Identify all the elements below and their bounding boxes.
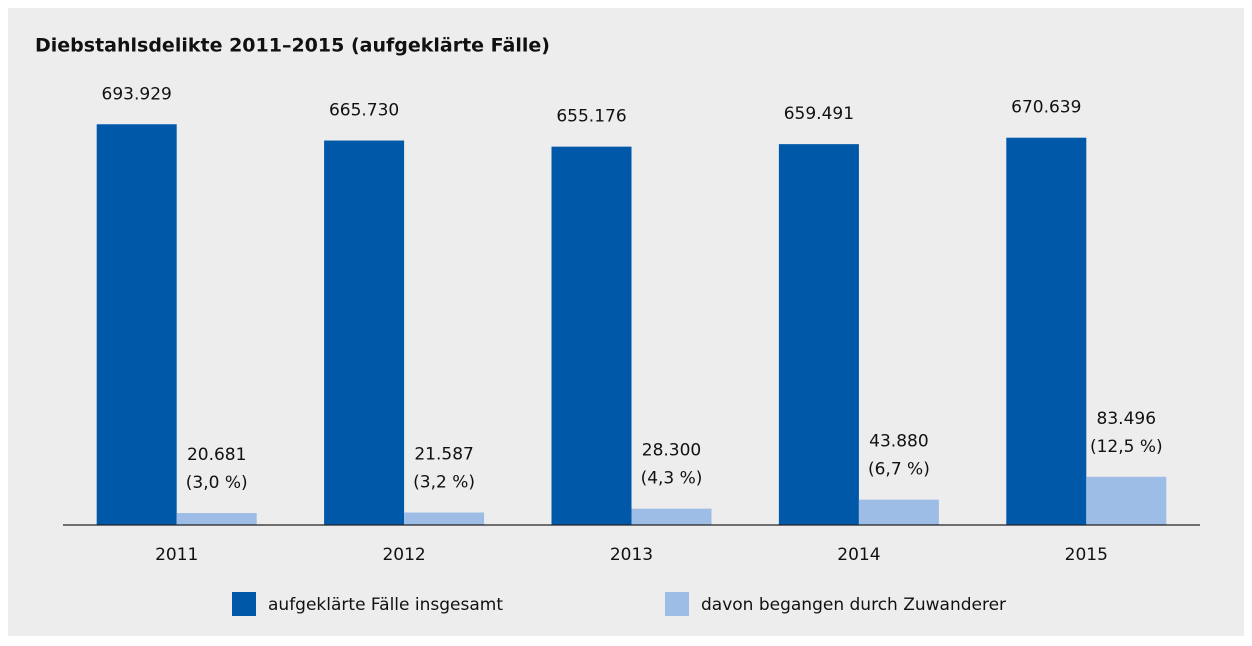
bar: [176, 513, 257, 525]
legend-swatch: [232, 592, 256, 616]
bar: [324, 140, 405, 525]
share-label: (4,3 %): [641, 469, 703, 489]
value-label: 670.639: [1011, 98, 1081, 118]
bar: [96, 124, 177, 525]
share-label: (3,2 %): [413, 473, 475, 493]
x-tick-label: 2013: [610, 545, 653, 565]
bar: [631, 508, 712, 525]
x-tick-label: 2011: [155, 545, 198, 565]
chart-title: Diebstahlsdelikte 2011–2015 (aufgeklärte…: [35, 35, 550, 57]
share-label: (3,0 %): [186, 473, 248, 493]
x-tick-label: 2015: [1065, 545, 1108, 565]
bar: [778, 144, 859, 525]
value-label: 21.587: [414, 445, 473, 465]
legend-label: davon begangen durch Zuwanderer: [701, 595, 1006, 615]
bar: [404, 512, 485, 525]
share-label: (12,5 %): [1090, 437, 1163, 457]
legend-label: aufgeklärte Fälle insgesamt: [268, 595, 503, 615]
x-tick-label: 2012: [382, 545, 425, 565]
bar: [551, 146, 632, 525]
value-label: 43.880: [869, 432, 928, 452]
value-label: 659.491: [784, 104, 854, 124]
value-label: 83.496: [1097, 409, 1156, 429]
value-label: 693.929: [102, 84, 172, 104]
bar: [858, 499, 939, 525]
value-label: 28.300: [642, 441, 701, 461]
share-label: (6,7 %): [868, 460, 930, 480]
x-tick-label: 2014: [837, 545, 880, 565]
bar: [1006, 137, 1087, 525]
bar: [1086, 476, 1167, 525]
value-label: 655.176: [556, 107, 626, 127]
value-label: 20.681: [187, 445, 246, 465]
legend-swatch: [665, 592, 689, 616]
value-label: 665.730: [329, 101, 399, 121]
